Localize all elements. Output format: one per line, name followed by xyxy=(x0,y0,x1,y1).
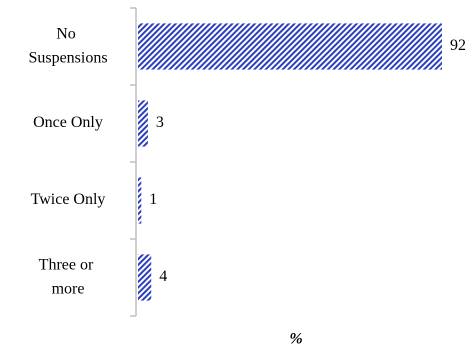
y-tick-label: Twice Only xyxy=(31,191,106,208)
value-label: 92 xyxy=(450,37,466,54)
y-tick-label: Once Only xyxy=(33,114,103,131)
y-tick-label: Three or more xyxy=(39,256,98,297)
x-axis-label: % xyxy=(289,331,302,348)
value-label: 3 xyxy=(156,114,164,131)
value-label: 1 xyxy=(149,191,157,208)
bar xyxy=(138,177,142,224)
y-tick-label: No Suspensions xyxy=(28,25,107,66)
bar xyxy=(138,100,148,147)
bar xyxy=(138,23,442,70)
value-label: 4 xyxy=(159,268,167,285)
bar xyxy=(138,254,152,301)
